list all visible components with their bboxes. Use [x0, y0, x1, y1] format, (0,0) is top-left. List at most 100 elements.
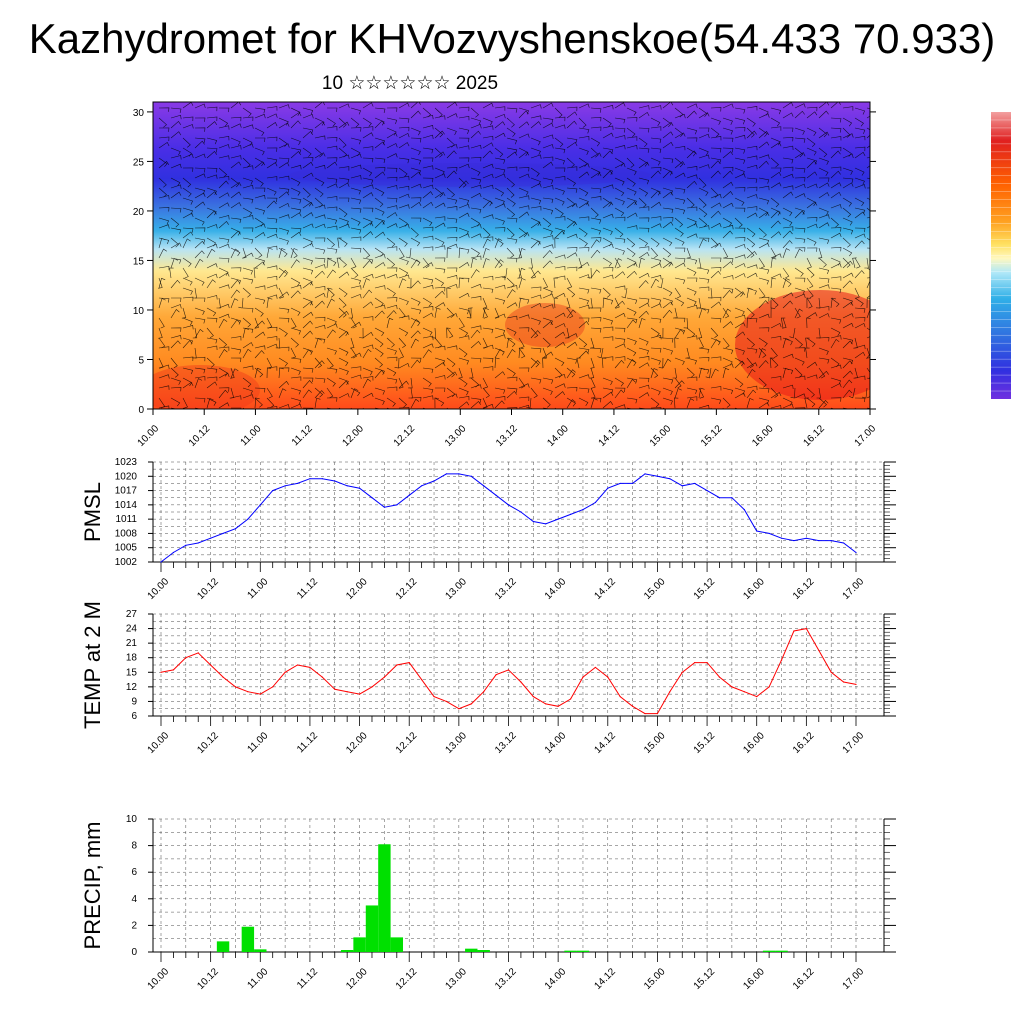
wind-barb	[626, 317, 638, 324]
wind-barb	[698, 225, 710, 230]
wind-barb	[650, 263, 662, 269]
wind-barb	[362, 348, 372, 359]
wind-barb	[746, 164, 758, 170]
wind-barb	[542, 250, 553, 259]
wind-barb	[218, 202, 230, 209]
x-tick-label: 10.12	[195, 966, 221, 992]
wind-barb	[326, 357, 334, 369]
wind-barb	[182, 356, 194, 362]
wind-barb	[326, 217, 338, 225]
wind-barb	[206, 150, 218, 159]
wind-barb	[830, 383, 842, 389]
x-tick-label: 14.12	[592, 730, 618, 756]
y-tick-label: 20	[133, 207, 145, 218]
wind-barb	[554, 383, 566, 389]
data-point	[681, 671, 683, 673]
wind-barb	[326, 237, 335, 248]
wind-barb	[518, 277, 526, 289]
wind-barb	[314, 285, 326, 291]
wind-barb	[254, 367, 264, 378]
wind-barb	[758, 141, 770, 149]
x-tick-label: 11.00	[245, 576, 270, 601]
wind-barb	[686, 180, 697, 189]
wind-barb	[158, 207, 170, 212]
wind-barb	[482, 200, 493, 209]
wind-barb	[338, 223, 350, 229]
wind-barb	[290, 120, 301, 129]
wind-barb	[278, 227, 290, 235]
wind-barb	[518, 396, 530, 402]
wind-barb	[386, 337, 395, 348]
wind-barb	[638, 206, 650, 211]
wind-barb	[590, 147, 599, 158]
wind-barb	[769, 357, 775, 369]
wind-barb	[158, 117, 167, 128]
wind-barb	[406, 277, 412, 289]
wind-barb	[746, 264, 758, 269]
wind-barb	[722, 289, 733, 299]
wind-barb	[458, 377, 468, 387]
wind-barb	[446, 187, 455, 198]
wind-barb	[350, 293, 362, 299]
wind-barb	[590, 398, 598, 409]
wind-barb	[506, 387, 518, 393]
wind-barb	[554, 230, 565, 239]
wind-barb	[422, 335, 434, 341]
wind-barb	[746, 106, 758, 111]
wind-barb	[866, 207, 870, 212]
data-point	[172, 551, 175, 554]
wind-barb	[590, 239, 600, 249]
wind-barb	[482, 297, 488, 309]
wind-barb	[626, 177, 636, 187]
data-point	[743, 509, 745, 511]
wind-barb	[194, 192, 206, 199]
wind-barb	[830, 287, 842, 294]
wind-barb	[854, 107, 866, 115]
wind-barb	[506, 117, 515, 128]
wind-barb	[842, 182, 854, 189]
wind-barb	[650, 137, 662, 144]
wind-barb	[206, 147, 218, 153]
wind-barb	[170, 191, 182, 199]
wind-barb	[566, 111, 578, 119]
wind-barb	[818, 157, 829, 165]
wind-barb	[494, 197, 505, 206]
wind-barb	[254, 261, 266, 269]
wind-barb	[854, 135, 866, 141]
wind-barb	[446, 137, 455, 148]
data-point	[172, 669, 175, 671]
wind-barb	[422, 284, 434, 290]
wind-barb	[194, 258, 204, 269]
data-point	[557, 518, 559, 520]
wind-barb	[374, 197, 384, 208]
wind-barb	[446, 357, 456, 368]
wind-barb	[518, 110, 529, 119]
wind-barb	[482, 197, 493, 206]
wind-barb	[410, 330, 421, 339]
wind-barb	[758, 360, 769, 369]
wind-barb	[650, 247, 659, 258]
wind-barb	[711, 257, 722, 263]
wind-barb	[195, 297, 206, 302]
wind-barb	[218, 237, 230, 244]
wind-barb	[590, 307, 602, 312]
wind-barb	[674, 277, 686, 285]
wind-barb	[314, 121, 326, 129]
wind-barb	[698, 356, 710, 362]
wind-barb	[542, 397, 551, 408]
wind-barb	[254, 232, 266, 239]
wind-barb	[362, 126, 374, 131]
wind-barb	[242, 184, 254, 190]
wind-barb	[662, 191, 674, 199]
wind-barb	[410, 280, 421, 289]
wind-barb	[386, 197, 398, 203]
wind-barb	[422, 177, 434, 183]
wind-barb	[398, 362, 410, 369]
wind-barb	[590, 249, 601, 259]
wind-barb	[422, 226, 434, 232]
wind-barb	[398, 193, 410, 199]
y-tick-label: 9	[131, 696, 137, 707]
wind-barb	[170, 227, 182, 234]
wind-barb	[734, 263, 746, 269]
wind-barb	[242, 317, 252, 328]
